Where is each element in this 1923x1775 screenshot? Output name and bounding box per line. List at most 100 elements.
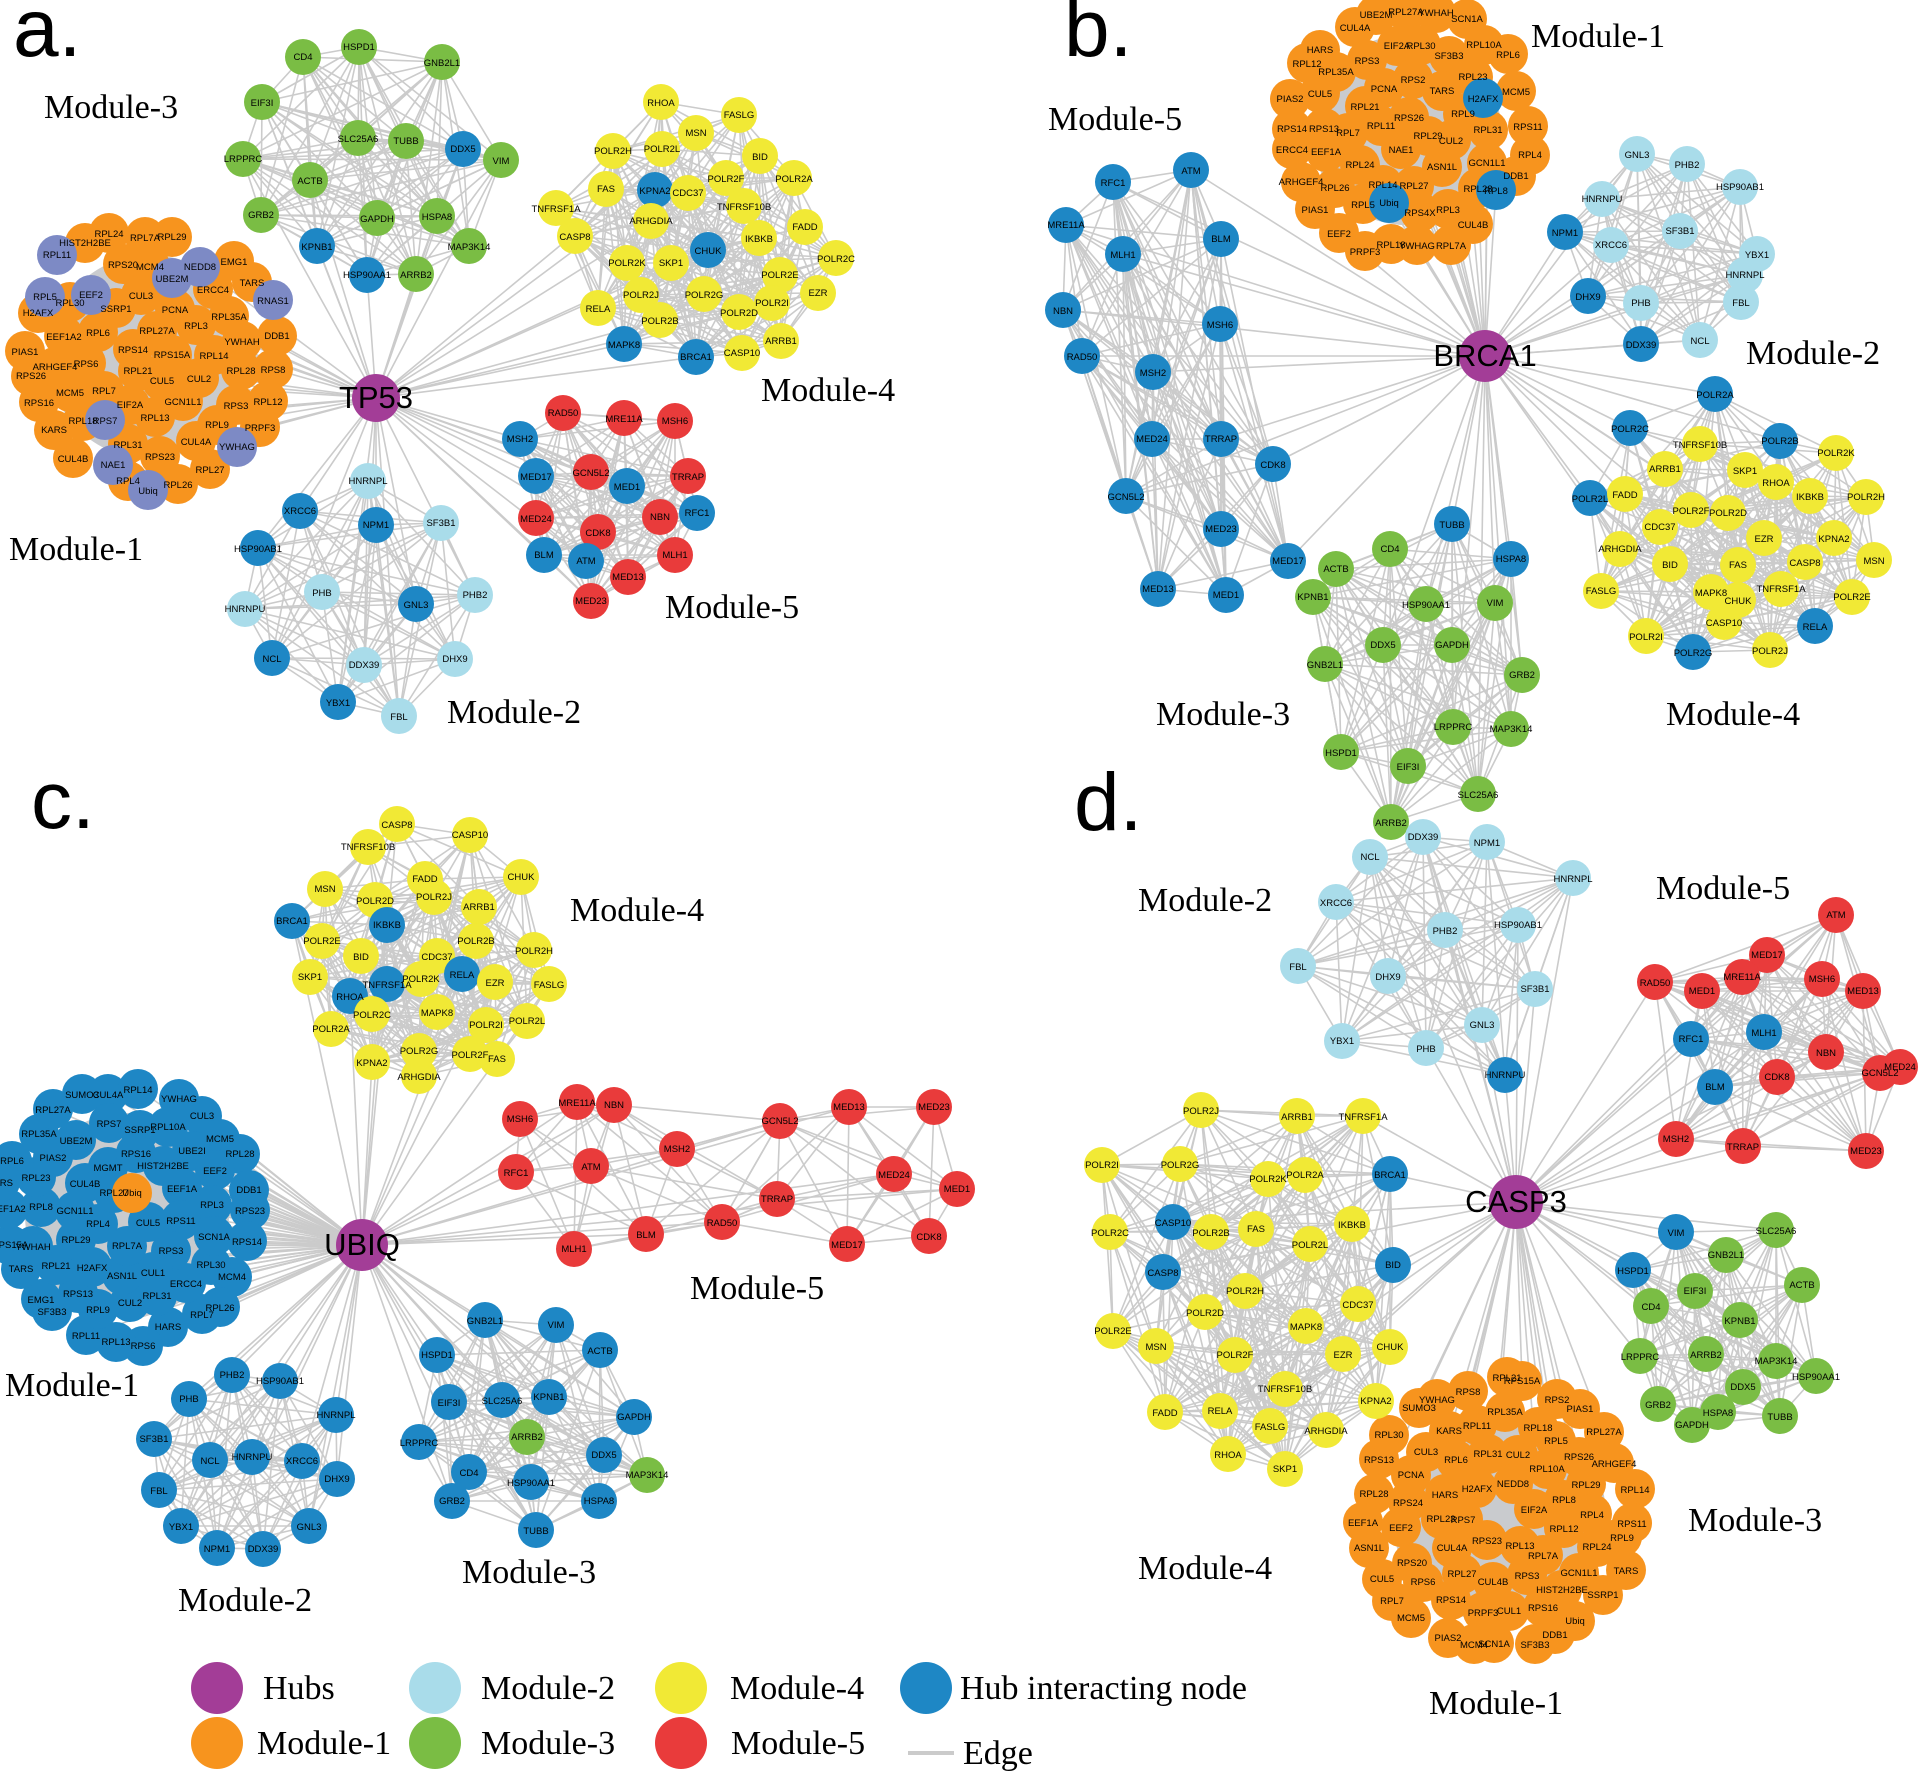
svg-text:RPL7: RPL7 [92, 386, 116, 397]
svg-text:RPS2: RPS2 [1545, 1395, 1570, 1406]
svg-text:RPL9: RPL9 [1610, 1533, 1634, 1544]
svg-text:PHB2: PHB2 [463, 590, 488, 601]
svg-text:NPM1: NPM1 [1474, 838, 1500, 849]
svg-text:POLR2H: POLR2H [1847, 492, 1885, 503]
svg-text:SUMO3: SUMO3 [65, 1090, 99, 1101]
svg-text:CASP10: CASP10 [452, 830, 488, 841]
svg-text:RPL4: RPL4 [1518, 150, 1542, 161]
svg-text:YWHAG: YWHAG [1419, 1395, 1455, 1406]
svg-text:MCM5: MCM5 [1502, 87, 1530, 98]
svg-text:Module-3: Module-3 [462, 1554, 596, 1591]
svg-text:RPS20: RPS20 [1397, 1558, 1427, 1569]
svg-text:XRCC6: XRCC6 [1595, 240, 1627, 251]
svg-text:SSRP1: SSRP1 [124, 1125, 155, 1136]
svg-text:GCN1L1: GCN1L1 [1561, 1568, 1598, 1579]
svg-text:ARHGDIA: ARHGDIA [1598, 544, 1642, 555]
svg-text:XRCC6: XRCC6 [286, 1456, 318, 1467]
svg-text:EEF1A2: EEF1A2 [46, 332, 81, 343]
svg-text:PHB2: PHB2 [1675, 160, 1700, 171]
svg-text:GCN5L2: GCN5L2 [1862, 1068, 1899, 1079]
svg-text:RPL23: RPL23 [21, 1173, 50, 1184]
svg-text:HSP90AB1: HSP90AB1 [256, 1376, 304, 1387]
svg-text:MED24: MED24 [520, 514, 552, 525]
svg-text:RPL28: RPL28 [226, 366, 255, 377]
svg-text:POLR2A: POLR2A [1696, 390, 1734, 401]
svg-text:RPL28: RPL28 [225, 1149, 254, 1160]
svg-text:ASN1L: ASN1L [107, 1271, 137, 1282]
svg-text:GNB2L1: GNB2L1 [1307, 660, 1343, 671]
svg-text:MED23: MED23 [575, 596, 607, 607]
svg-text:RFC1: RFC1 [1679, 1034, 1704, 1045]
svg-text:EMG1: EMG1 [28, 1295, 55, 1306]
svg-text:CDK8: CDK8 [1764, 1072, 1789, 1083]
svg-text:RPL31: RPL31 [113, 440, 142, 451]
svg-text:BID: BID [353, 952, 369, 963]
svg-text:RELA: RELA [1208, 1406, 1233, 1417]
svg-text:FASLG: FASLG [1255, 1422, 1286, 1433]
svg-text:NBN: NBN [1816, 1048, 1836, 1059]
svg-text:TARS: TARS [1430, 86, 1455, 97]
svg-text:TARS: TARS [240, 278, 265, 289]
svg-text:GCN1L1: GCN1L1 [165, 397, 202, 408]
svg-text:TNFRSF10B: TNFRSF10B [341, 842, 395, 853]
svg-text:SSRP1: SSRP1 [1587, 1590, 1618, 1601]
svg-text:RFC1: RFC1 [685, 508, 710, 519]
svg-text:GNL3: GNL3 [404, 600, 429, 611]
svg-text:POLR2K: POLR2K [402, 974, 440, 985]
svg-text:DDB1: DDB1 [264, 331, 289, 342]
svg-text:Module-4: Module-4 [1138, 1550, 1272, 1587]
svg-text:MCM4: MCM4 [1460, 1640, 1488, 1651]
svg-text:TNFRSF1A: TNFRSF1A [362, 980, 412, 991]
svg-text:FASLG: FASLG [1586, 586, 1617, 597]
svg-text:RPS24: RPS24 [1393, 1498, 1423, 1509]
svg-text:RPL31: RPL31 [142, 1291, 171, 1302]
svg-text:TNFRSF10B: TNFRSF10B [717, 202, 771, 213]
svg-text:UBIQ: UBIQ [324, 1227, 400, 1262]
svg-text:Ubiq: Ubiq [138, 486, 158, 497]
svg-text:IKBKB: IKBKB [1338, 1220, 1366, 1231]
svg-text:RPL27A: RPL27A [1586, 1427, 1622, 1438]
svg-text:FADD: FADD [792, 222, 817, 233]
svg-text:SF3B3: SF3B3 [37, 1307, 66, 1318]
svg-text:RPS3: RPS3 [224, 401, 249, 412]
svg-text:UBE2M: UBE2M [156, 274, 189, 285]
svg-text:d.: d. [1074, 757, 1142, 848]
svg-text:POLR2E: POLR2E [761, 270, 799, 281]
svg-text:RPS15A: RPS15A [154, 350, 191, 361]
svg-text:CHUK: CHUK [695, 246, 723, 257]
svg-text:MAP3K14: MAP3K14 [1490, 724, 1533, 735]
svg-text:RPS16: RPS16 [121, 1149, 151, 1160]
svg-text:ACTB: ACTB [587, 1346, 612, 1357]
svg-text:RPS8: RPS8 [1456, 1387, 1481, 1398]
svg-text:MED24: MED24 [1136, 434, 1168, 445]
svg-text:RPS13: RPS13 [63, 1289, 93, 1300]
svg-text:SCN1A: SCN1A [1451, 14, 1483, 25]
svg-text:RPL6: RPL6 [1444, 1455, 1468, 1466]
svg-text:MSH6: MSH6 [1207, 320, 1233, 331]
svg-text:POLR2A: POLR2A [1286, 1170, 1324, 1181]
svg-text:HARS: HARS [1307, 45, 1333, 56]
svg-text:ARHGEF4: ARHGEF4 [1592, 1459, 1637, 1470]
svg-text:RPL26: RPL26 [205, 1303, 234, 1314]
svg-text:MRE11A: MRE11A [1047, 220, 1085, 231]
svg-text:RPL12: RPL12 [1292, 59, 1321, 70]
svg-text:GRB2: GRB2 [1645, 1400, 1671, 1411]
svg-text:MAPK8: MAPK8 [608, 340, 640, 351]
svg-text:RPS23: RPS23 [235, 1206, 265, 1217]
svg-text:CASP10: CASP10 [724, 348, 760, 359]
svg-text:CUL4B: CUL4B [1478, 1577, 1509, 1588]
svg-text:TP53: TP53 [339, 380, 413, 415]
svg-text:PCNA: PCNA [162, 305, 189, 316]
svg-text:Module-3: Module-3 [44, 89, 178, 126]
svg-text:RPL14: RPL14 [1620, 1485, 1649, 1496]
svg-text:HIST2H2BE: HIST2H2BE [137, 1161, 189, 1172]
svg-text:MED17: MED17 [1751, 950, 1783, 961]
svg-text:CASP8: CASP8 [1147, 1268, 1178, 1279]
svg-text:Module-3: Module-3 [1156, 696, 1290, 733]
svg-text:ATM: ATM [1181, 166, 1200, 177]
svg-text:POLR2C: POLR2C [1611, 424, 1649, 435]
svg-text:HNRNPU: HNRNPU [232, 1452, 273, 1463]
svg-text:KARS: KARS [41, 425, 67, 436]
svg-text:RPL27A: RPL27A [1388, 7, 1424, 18]
svg-text:POLR2I: POLR2I [1085, 1160, 1119, 1171]
